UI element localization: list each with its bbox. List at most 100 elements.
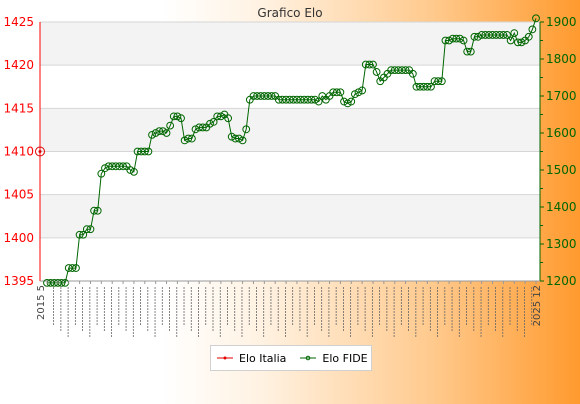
data-point-elo-fide	[227, 132, 236, 141]
data-point-elo-fide	[423, 82, 432, 91]
y-right-tick-label: 1300	[546, 237, 577, 251]
data-point-elo-fide	[532, 14, 540, 23]
data-point-elo-fide	[314, 97, 323, 106]
y-right-tick-label: 1700	[546, 89, 577, 103]
y-left-tick-label: 1410	[3, 145, 34, 159]
legend-label-fide: Elo FIDE	[322, 351, 368, 365]
data-point-elo-fide	[445, 36, 453, 45]
grid-band	[40, 22, 540, 66]
data-point-elo-fide	[144, 147, 153, 156]
data-point-elo-fide	[459, 36, 468, 45]
legend: Elo Italia Elo FIDE	[210, 345, 372, 371]
data-point-elo-fide	[126, 166, 135, 174]
y-left-tick-label: 1395	[3, 274, 34, 288]
data-point-elo-fide	[347, 97, 356, 106]
y-left-tick-label: 1415	[3, 101, 34, 115]
data-point-elo-fide	[401, 66, 410, 74]
data-point-elo-fide	[198, 123, 207, 132]
data-point-elo-italia-center	[38, 150, 42, 153]
y-right-tick-label: 1900	[546, 15, 577, 29]
chart-title: Grafico Elo	[257, 6, 322, 20]
y-left-tick-label: 1425	[3, 15, 34, 29]
data-point-elo-fide	[72, 264, 80, 272]
legend-swatch-italia	[217, 356, 233, 360]
data-point-elo-fide	[82, 225, 91, 234]
data-point-elo-fide	[148, 130, 156, 139]
grid-band	[40, 108, 540, 152]
data-point-elo-fide	[216, 112, 225, 121]
y-right-tick-label: 1800	[546, 52, 577, 66]
data-point-elo-fide	[474, 32, 482, 41]
data-point-elo-fide	[242, 125, 251, 134]
data-point-elo-fide	[466, 47, 475, 56]
data-point-elo-fide	[365, 60, 374, 69]
data-point-elo-fide	[231, 134, 240, 143]
data-point-elo-fide	[119, 162, 127, 171]
data-point-elo-fide	[162, 129, 171, 137]
data-point-elo-fide	[528, 25, 537, 34]
data-point-elo-fide	[75, 230, 84, 239]
series-line-elo-fide	[47, 18, 537, 284]
data-point-elo-fide	[427, 82, 435, 91]
data-point-elo-fide	[437, 77, 446, 86]
legend-item-elo-fide: Elo FIDE	[300, 351, 368, 365]
data-point-elo-fide	[441, 36, 450, 45]
data-point-elo-fide	[86, 225, 95, 234]
data-point-elo-fide	[343, 99, 352, 108]
data-point-elo-fide	[470, 32, 479, 41]
data-point-elo-fide	[155, 127, 164, 136]
data-point-elo-fide	[336, 88, 345, 97]
data-point-elo-fide	[369, 60, 377, 69]
data-point-elo-fide	[372, 68, 381, 76]
data-point-elo-fide	[332, 88, 341, 97]
data-point-elo-fide	[510, 29, 519, 37]
data-point-elo-fide	[206, 119, 214, 128]
data-point-elo-fide	[513, 38, 522, 47]
grid-band	[40, 194, 540, 238]
legend-item-elo-italia: Elo Italia	[217, 352, 286, 365]
data-point-elo-fide	[151, 129, 160, 137]
data-point-elo-fide	[463, 47, 472, 56]
data-point-elo-fide	[184, 134, 193, 143]
y-right-tick-label: 1600	[546, 126, 577, 140]
data-point-elo-fide	[93, 206, 102, 215]
x-tick-label: 2015 5	[36, 285, 47, 320]
data-point-elo-fide	[238, 136, 247, 145]
data-point-elo-fide	[169, 112, 178, 121]
data-point-elo-fide	[187, 134, 196, 143]
data-point-elo-fide	[311, 95, 319, 104]
data-point-elo-fide	[434, 77, 443, 86]
data-point-elo-fide	[517, 38, 526, 47]
y-left-tick-label: 1400	[3, 231, 34, 245]
data-point-elo-fide	[524, 32, 533, 41]
data-point-elo-fide	[350, 90, 359, 99]
data-point-elo-fide	[101, 164, 109, 173]
data-point-elo-fide	[506, 36, 515, 45]
data-point-elo-fide	[456, 34, 464, 43]
data-point-elo-fide	[68, 264, 77, 272]
data-point-elo-fide	[354, 88, 363, 97]
data-point-elo-fide	[177, 114, 185, 123]
y-left-tick-label: 1405	[3, 188, 34, 202]
y-right-tick-label: 1200	[546, 274, 577, 288]
legend-swatch-fide	[300, 355, 317, 361]
data-point-elo-italia	[35, 146, 45, 157]
data-point-elo-fide	[97, 169, 106, 178]
data-point-elo-fide	[408, 69, 417, 78]
data-point-elo-fide	[79, 230, 88, 239]
y-right-tick-label: 1400	[546, 200, 577, 214]
data-point-elo-fide	[224, 114, 233, 123]
data-point-elo-fide	[130, 167, 138, 176]
data-point-elo-fide	[452, 34, 461, 43]
data-point-elo-fide	[267, 92, 276, 100]
data-point-elo-fide	[180, 136, 189, 145]
data-point-elo-fide	[140, 147, 149, 156]
x-tick-label: 2025 12	[532, 285, 543, 326]
data-point-elo-fide	[213, 112, 222, 121]
data-point-elo-fide	[503, 31, 511, 39]
data-point-elo-fide	[499, 31, 508, 39]
data-point-elo-fide	[159, 127, 167, 136]
data-point-elo-fide	[191, 125, 200, 134]
